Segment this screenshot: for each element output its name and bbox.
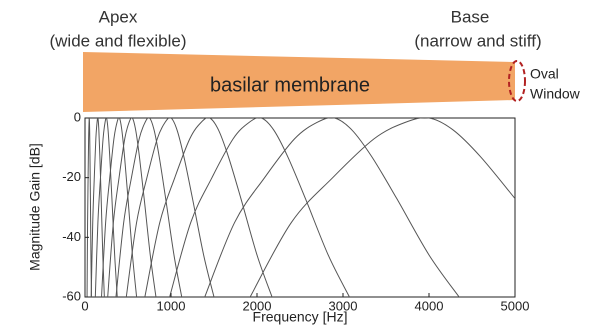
x-tick-label: 0 [81, 298, 88, 313]
y-tick-label: -20 [62, 169, 81, 184]
filter-curve [145, 118, 272, 297]
filter-curve [108, 118, 156, 297]
x-tick-label: 5000 [501, 298, 530, 313]
y-tick-label: -40 [62, 229, 81, 244]
base-label: Base [451, 7, 490, 26]
base-note: (narrow and stiff) [414, 31, 541, 50]
apex-note: (wide and flexible) [49, 31, 186, 50]
x-tick-label: 4000 [415, 298, 444, 313]
window-label: Window [530, 86, 581, 102]
filter-curve [126, 118, 214, 297]
x-tick-label: 3000 [329, 298, 358, 313]
filter-curve [116, 118, 182, 297]
curves [87, 118, 515, 297]
filter-curve [87, 118, 91, 297]
y-tick-label: 0 [74, 109, 81, 124]
filter-curve [205, 118, 459, 297]
x-tick-label: 2000 [243, 298, 272, 313]
y-tick-label: -60 [62, 288, 81, 303]
x-tick-label: 1000 [157, 298, 186, 313]
figure: Apex (wide and flexible) Base (narrow an… [0, 0, 612, 327]
oval-label: Oval [530, 66, 559, 82]
membrane-label: basilar membrane [210, 74, 370, 96]
filter-curve [170, 118, 350, 297]
filter-curve [95, 118, 117, 297]
y-axis-label: Magnitude Gain [dB] [27, 143, 43, 271]
apex-label: Apex [99, 7, 138, 26]
